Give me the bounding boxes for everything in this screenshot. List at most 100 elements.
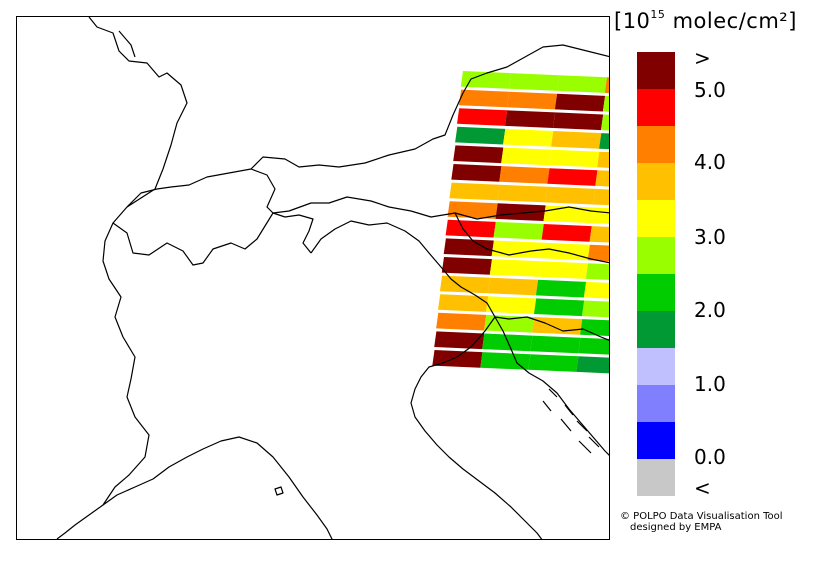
swath-pixel (547, 168, 598, 186)
swath-pixel (601, 114, 609, 131)
swath-pixel (445, 219, 496, 238)
unit-exponent: 15 (650, 8, 666, 21)
border-france-north (56, 17, 188, 539)
swath-pixel (493, 221, 544, 240)
swath-pixel (599, 133, 609, 150)
legend-tick-below: < (694, 476, 711, 500)
swath-pixel (597, 151, 609, 168)
swath-pixel (487, 277, 539, 296)
swath-pixel (489, 259, 540, 277)
swath-pixel (499, 166, 550, 184)
coastline-italy (410, 316, 543, 539)
legend-swatch (637, 422, 675, 459)
swath-pixel (460, 71, 511, 89)
border-swiss-north (126, 168, 276, 214)
swath-pixel (491, 240, 542, 259)
swath-pixel (532, 317, 583, 335)
swath-pixel (438, 294, 489, 312)
swath-pixel (434, 331, 485, 350)
swath-pixel (441, 257, 492, 275)
legend-tick-3: 3.0 (694, 225, 726, 249)
swath-pixel (604, 77, 609, 94)
swath-pixel (458, 89, 510, 108)
credit-line-1: © POLPO Data Visualisation Tool (620, 511, 783, 522)
legend-tick-4: 4.0 (694, 150, 726, 174)
legend-tick-2: 2.0 (694, 298, 726, 322)
swath-pixel (436, 312, 487, 331)
swath-pixel (501, 147, 552, 166)
map-panel (16, 16, 610, 540)
legend-swatch (637, 311, 675, 348)
swath-pixel (549, 149, 600, 168)
swath-pixel (535, 279, 587, 298)
islands-croatia (542, 388, 600, 454)
swath-pixel (495, 203, 546, 221)
swath-pixel (545, 186, 596, 205)
legend-swatch (637, 52, 675, 89)
swath-pixel (439, 275, 491, 294)
swath-pixel (503, 128, 554, 147)
color-legend (637, 52, 675, 496)
swath-pixel (541, 224, 592, 242)
swath-pixel (534, 298, 585, 317)
legend-swatch (637, 274, 675, 311)
swath-pixel (486, 296, 537, 314)
border-austria-south (272, 196, 609, 220)
swath-pixel (455, 126, 506, 145)
unit-prefix: [10 (614, 9, 651, 33)
swath-pixel (505, 110, 556, 128)
swath-pixel (585, 263, 609, 280)
legend-tick-0: 0.0 (694, 445, 726, 469)
swath-pixel (589, 226, 609, 243)
swath-pixel (551, 131, 602, 149)
legend-swatch (637, 89, 675, 126)
swath-pixel (576, 356, 609, 374)
swath-pixel (432, 350, 483, 368)
swath-pixel (449, 182, 500, 201)
swath-pixel (578, 337, 609, 355)
border-swiss-south (112, 212, 314, 266)
swath-pixel (556, 75, 607, 93)
country-borders (56, 17, 609, 539)
swath-pixel (593, 188, 609, 206)
border-slovenia-croatia-south (494, 316, 609, 341)
swath-pixel (528, 354, 579, 372)
swath-pixel (453, 145, 504, 164)
swath-pixel (506, 91, 558, 110)
swath-pixel (553, 112, 604, 131)
island-elba (274, 486, 284, 496)
swath-pixel (591, 207, 609, 224)
swath-pixel (583, 281, 609, 299)
swath-pixel (457, 108, 508, 126)
legend-swatch (637, 459, 675, 496)
swath-pixel (595, 170, 609, 187)
swath-pixel (587, 244, 609, 262)
legend-swatch (637, 163, 675, 200)
border-austria-north (250, 44, 609, 170)
legend-tick-above: > (694, 46, 711, 70)
map-canvas (56, 17, 609, 539)
swath-pixel (443, 238, 494, 257)
legend-unit-title: [1015 molec/cm²] (614, 8, 797, 33)
swath-pixel (482, 333, 533, 352)
credit-line-2: designed by EMPA (630, 522, 722, 533)
swath-pixel (530, 335, 581, 354)
credit-footer: © POLPO Data Visualisation Tool designed… (620, 511, 783, 533)
swath-pixel (537, 261, 588, 279)
swath-pixel (543, 205, 594, 224)
legend-swatch (637, 237, 675, 274)
legend-tick-5: 5.0 (694, 78, 726, 102)
legend-tick-1: 1.0 (694, 372, 726, 396)
legend-swatch (637, 200, 675, 237)
coastline-croatia (494, 316, 609, 456)
legend-swatch (637, 385, 675, 422)
swath-pixel (480, 352, 531, 370)
swath-pixel (497, 184, 548, 203)
border-slovenia-croatia (454, 212, 609, 264)
coastline-liguria (102, 436, 333, 539)
border-rhine-north (118, 30, 136, 58)
swath-pixel (580, 319, 609, 336)
swath-pixel (554, 93, 606, 112)
swath-pixel (539, 242, 590, 261)
swath-pixel (602, 95, 609, 112)
